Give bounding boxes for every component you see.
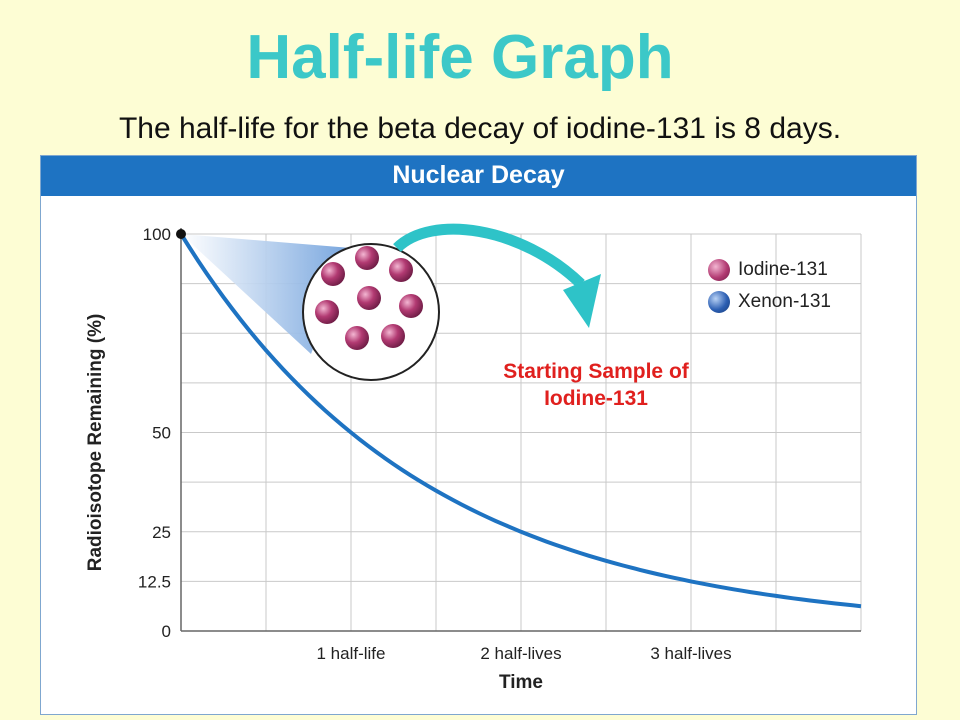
sample-annotation: Starting Sample of Iodine-131 <box>461 358 731 412</box>
iodine-atom-icon <box>381 324 405 348</box>
x-tick-label: 2 half-lives <box>480 644 561 663</box>
y-tick-label: 0 <box>162 622 171 641</box>
legend: Iodine-131 Xenon-131 <box>708 254 831 318</box>
slide-title: Half-life Graph <box>246 23 674 92</box>
y-tick-label: 50 <box>152 424 171 443</box>
x-tick-label: 3 half-lives <box>650 644 731 663</box>
x-tick-label: 1 half-life <box>317 644 386 663</box>
sample-arrow <box>393 223 601 328</box>
starting-sample <box>302 243 440 381</box>
start-point <box>176 229 186 239</box>
y-tick-label: 25 <box>152 523 171 542</box>
annotation-line-1: Starting Sample of <box>503 360 689 383</box>
slide-subtitle: The half-life for the beta decay of iodi… <box>118 112 842 145</box>
y-tick-label: 12.5 <box>138 572 171 591</box>
chart-figure: Nuclear Decay 100 50 25 12.5 0 <box>40 155 917 715</box>
chart-header: Nuclear Decay <box>41 156 916 196</box>
legend-label: Iodine-131 <box>738 259 828 280</box>
annotation-line-2: Iodine-131 <box>544 387 648 410</box>
x-tick-labels: 1 half-life 2 half-lives 3 half-lives <box>317 644 732 663</box>
y-tick-labels: 100 50 25 12.5 0 <box>138 225 171 641</box>
legend-item-xenon: Xenon-131 <box>708 286 831 318</box>
arrow-shaft <box>393 223 585 288</box>
y-tick-label: 100 <box>143 225 171 244</box>
y-axis-label: Radioisotope Remaining (%) <box>85 314 106 572</box>
iodine-atom-icon <box>399 294 423 318</box>
iodine-atom-icon <box>357 286 381 310</box>
iodine-atom-icon <box>315 300 339 324</box>
chart-plot: 100 50 25 12.5 0 1 half-life 2 half-lives 3 ha… <box>85 223 862 693</box>
iodine-atom-icon <box>355 246 379 270</box>
x-axis-label: Time <box>499 672 543 693</box>
legend-item-iodine: Iodine-131 <box>708 254 831 286</box>
iodine-atom-icon <box>708 259 730 281</box>
iodine-atom-icon <box>389 258 413 282</box>
xenon-atom-icon <box>708 291 730 313</box>
legend-label: Xenon-131 <box>738 291 831 312</box>
decay-curve <box>179 232 862 609</box>
chart-title: Nuclear Decay <box>392 161 565 189</box>
arrow-head-icon <box>563 274 601 328</box>
iodine-atom-icon <box>345 326 369 350</box>
iodine-atom-icon <box>321 262 345 286</box>
axes <box>180 228 861 632</box>
